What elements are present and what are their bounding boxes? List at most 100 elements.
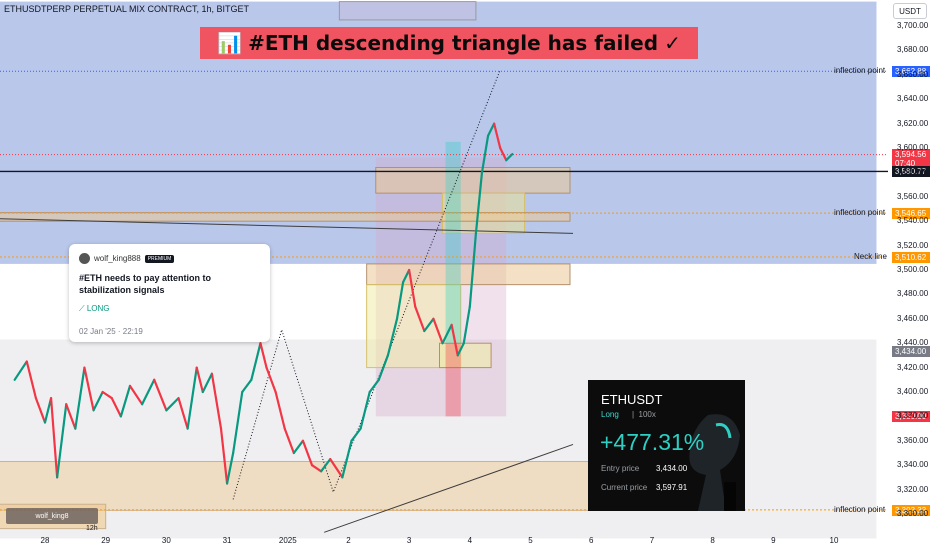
price-segment	[92, 390, 104, 412]
price-tag: 3,662.88	[892, 66, 930, 78]
price-segment	[368, 378, 380, 394]
price-segment	[423, 317, 435, 333]
price-segment	[499, 146, 508, 162]
y-tick-label: 3,320.00	[897, 484, 929, 494]
y-tick-label: 3,600.00	[897, 143, 929, 152]
price-segment	[456, 342, 465, 357]
price-segment	[259, 342, 268, 369]
price-tag: 3,380.00	[892, 411, 930, 423]
x-tick-label: 9	[771, 536, 776, 545]
position-pnl: +477.31%	[600, 429, 705, 455]
y-tick-label: 3,420.00	[897, 362, 929, 372]
y-tick-label: 3,480.00	[897, 289, 929, 299]
price-segment	[83, 366, 95, 412]
y-tick-label: 3,520.00	[897, 240, 929, 250]
price-segment	[119, 384, 132, 418]
y-tick-label: 3,680.00	[897, 45, 929, 55]
price-tag: 3,546.65	[892, 208, 930, 220]
top-box	[338, 1, 477, 21]
price-tag-countdown: 07:40	[895, 158, 916, 168]
level-label: inflection point	[834, 504, 886, 514]
price-segment	[310, 464, 323, 473]
stop-loss-bar	[445, 343, 461, 417]
x-tick-label: 7	[649, 536, 655, 545]
entry-price-value: 3,434.00	[656, 464, 688, 473]
x-tick-label: 2025	[278, 536, 297, 545]
price-segment	[141, 378, 156, 406]
y-tick-label: 3,560.00	[897, 191, 929, 201]
price-segment	[210, 372, 223, 430]
price-segment	[74, 366, 86, 430]
author-name: wolf_king888	[94, 254, 141, 263]
position-side: Long	[601, 410, 619, 419]
triangle-path	[232, 69, 501, 500]
currency-button[interactable]: USDT	[893, 3, 927, 19]
x-tick-label: 28	[40, 536, 50, 545]
neck-box	[366, 263, 571, 286]
price-tag: 3,303.33	[892, 504, 930, 516]
wolf-logo-icon	[689, 414, 740, 511]
price-segment	[225, 451, 235, 485]
y-tick-label: 3,700.00	[897, 21, 929, 30]
level-label: inflection point	[834, 66, 886, 76]
idea-date: 02 Jan '25 · 22:19	[79, 327, 143, 336]
position-card: ETHUSDT Long | 100x +477.31% Entry price…	[588, 380, 745, 511]
price-segment	[408, 268, 417, 308]
y-tick-label: 3,300.00	[897, 509, 929, 518]
chart-title: ETHUSDTPERP PERPETUAL MIX CONTRACT, 1h, …	[4, 4, 250, 14]
watermark-badge: wolf_king8	[6, 508, 98, 524]
y-tick-label: 3,360.00	[897, 435, 929, 445]
price-segment	[329, 458, 344, 479]
idea-title[interactable]: #ETH needs to pay attention to stabiliza…	[79, 273, 212, 295]
trend-up-icon: ⟋	[79, 304, 85, 313]
y-tick-label: 3,400.00	[897, 387, 929, 396]
price-segment	[320, 458, 332, 473]
price-segment	[401, 268, 411, 284]
entry-price-label: Entry price	[601, 464, 640, 473]
price-tag: 3,580.77	[892, 166, 930, 178]
long-tag: ⟋ LONG	[79, 304, 110, 314]
premium-badge: PREMIUM	[144, 254, 175, 263]
price-segment	[219, 427, 229, 485]
x-tick-label: 6	[588, 536, 594, 545]
level-label: inflection point	[834, 208, 886, 218]
take-profit-bar	[445, 141, 461, 344]
x-tick-label: 3	[406, 536, 412, 545]
idea-card[interactable]: wolf_king888 PREMIUM #ETH needs to pay a…	[69, 244, 270, 342]
banner-text: #ETH descending triangle has failed	[248, 31, 659, 55]
price-segment	[505, 153, 514, 162]
ascending-trend-line	[324, 443, 574, 533]
price-segment	[49, 397, 59, 479]
price-segment	[414, 305, 426, 333]
position-symbol: ETHUSDT	[601, 392, 663, 407]
price-segment	[177, 397, 189, 430]
check-icon: ✓	[664, 31, 681, 55]
price-segment	[359, 390, 371, 430]
price-segment	[350, 427, 362, 442]
price-tag: 3,594.56 07:40	[892, 148, 930, 169]
price-segment	[201, 372, 214, 394]
chart-emoji-icon: 📊	[217, 31, 243, 55]
price-segment	[462, 305, 471, 345]
y-tick-label: 3,580.00	[897, 167, 929, 177]
long-tag-label: LONG	[86, 304, 110, 313]
x-tick-label: 8	[710, 536, 715, 545]
support-zone	[0, 461, 592, 511]
price-segment	[450, 323, 459, 357]
avatar	[79, 253, 90, 264]
x-tick-label: 10	[829, 536, 839, 545]
entry-box	[439, 342, 492, 369]
price-segment	[43, 397, 53, 424]
price-segment	[474, 171, 484, 235]
price-segment	[480, 134, 490, 174]
y-tick-label: 3,460.00	[897, 313, 929, 323]
idea-author[interactable]: wolf_king888 PREMIUM	[79, 253, 175, 264]
x-tick-label: 31	[222, 536, 232, 545]
y-tick-label: 3,620.00	[897, 118, 929, 128]
price-segment	[493, 122, 502, 150]
price-segment	[301, 439, 314, 467]
price-segment	[432, 317, 444, 345]
y-tick-label: 3,640.00	[897, 94, 929, 104]
price-segment	[468, 232, 478, 308]
price-segment	[274, 390, 286, 430]
